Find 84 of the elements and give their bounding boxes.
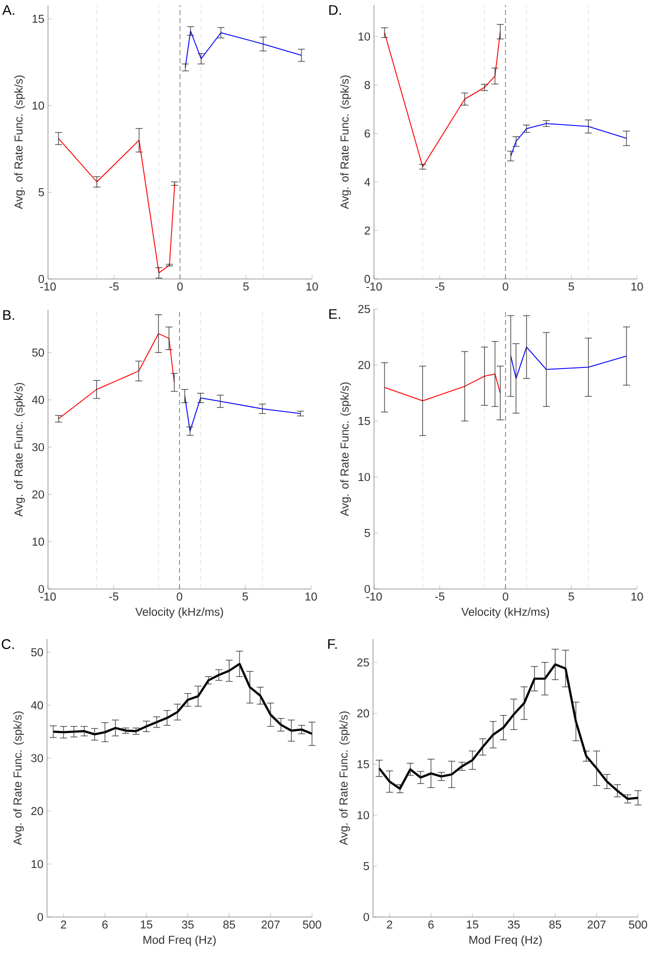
x-tick-label: 5: [243, 282, 249, 290]
chart-title: A.: [2, 5, 14, 15]
x-tick-label: 85: [223, 920, 236, 929]
y-tick-label: 0: [364, 274, 370, 284]
x-tick-label: -10: [366, 592, 382, 601]
y-tick-label: 15: [358, 417, 370, 425]
y-axis-title: Avg. of Rate Func. (spk/s): [13, 712, 24, 846]
y-tick-label: 0: [364, 912, 370, 922]
y-tick-label: 15: [32, 14, 44, 23]
y-axis-title: Avg. of Rate Func. (spk/s): [340, 382, 351, 516]
x-tick-label: 10: [306, 282, 318, 291]
x-tick-label: 5: [568, 282, 574, 290]
y-tick-label: 10: [358, 472, 370, 482]
y-tick-label: 5: [364, 862, 370, 870]
x-tick-label: 15: [140, 920, 152, 929]
x-tick-label: 2: [60, 920, 66, 929]
y-tick-label: 5: [38, 188, 44, 196]
y-tick-label: 0: [38, 584, 44, 594]
x-tick-label: 10: [306, 592, 317, 601]
x-tick-label: -5: [435, 282, 444, 290]
y-tick-label: 5: [364, 529, 370, 537]
y-tick-label: 0: [364, 584, 370, 594]
y-tick-label: 50: [31, 648, 44, 656]
y-tick-label: 8: [364, 80, 370, 90]
x-tick-label: 207: [262, 920, 280, 929]
y-tick-label: 20: [31, 807, 44, 816]
x-tick-label: 0: [177, 282, 183, 291]
chart-title: B.: [3, 310, 14, 320]
x-tick-label: 10: [632, 592, 643, 601]
y-axis-title: Avg. of Rate Func. (spk/s): [339, 712, 350, 846]
x-tick-label: 35: [182, 920, 194, 929]
y-tick-label: 10: [32, 860, 44, 868]
x-tick-label: 6: [428, 920, 434, 929]
y-tick-label: 0: [38, 912, 44, 922]
x-axis-title: Mod Freq (Hz): [470, 935, 542, 946]
x-tick-label: 0: [502, 592, 508, 601]
x-tick-label: 6: [102, 920, 108, 929]
y-tick-label: 25: [357, 658, 369, 666]
y-axis-title: Avg. of Rate Func. (spk/s): [14, 383, 25, 517]
x-tick-label: 35: [508, 920, 520, 929]
y-tick-label: 15: [358, 760, 369, 768]
x-tick-label: 5: [568, 592, 574, 601]
y-tick-label: 10: [32, 538, 44, 546]
x-tick-label: 500: [302, 920, 322, 929]
x-tick-label: 500: [628, 920, 648, 929]
x-axis-title: Mod Freq (Hz): [144, 935, 216, 946]
x-tick-label: 15: [466, 920, 478, 929]
y-tick-label: 20: [32, 490, 44, 498]
chart-title: C.: [2, 639, 14, 650]
x-tick-label: -5: [109, 282, 119, 290]
y-tick-label: 30: [32, 443, 44, 452]
x-tick-label: 0: [176, 592, 182, 601]
y-tick-label: 50: [32, 348, 44, 357]
y-axis-title: Avg. of Rate Func. (spk/s): [340, 76, 351, 210]
y-tick-label: 10: [358, 811, 370, 820]
x-axis-title: Velocity (kHz/ms): [461, 607, 550, 618]
x-axis-title: Velocity (kHz/ms): [135, 607, 224, 618]
y-tick-label: 25: [358, 304, 370, 314]
y-axis-title: Avg. of Rate Func. (spk/s): [14, 76, 25, 210]
x-tick-label: 207: [588, 920, 606, 929]
y-tick-label: 40: [31, 701, 44, 710]
y-tick-label: 6: [364, 129, 370, 138]
x-tick-label: -10: [40, 282, 56, 291]
y-tick-label: 20: [357, 709, 370, 718]
x-tick-label: -10: [40, 592, 56, 601]
y-tick-label: 20: [358, 360, 370, 370]
y-tick-label: 2: [364, 226, 370, 234]
y-tick-label: 10: [32, 102, 44, 110]
chart-title: D.: [329, 5, 341, 15]
x-tick-label: 5: [242, 592, 248, 601]
y-tick-label: 4: [364, 178, 370, 186]
x-tick-label: 2: [386, 920, 392, 929]
y-tick-label: 10: [358, 32, 370, 41]
chart-title: E.: [329, 309, 340, 319]
y-tick-label: 40: [32, 396, 44, 404]
y-tick-label: 0: [38, 274, 44, 284]
x-tick-label: -10: [366, 282, 382, 291]
x-tick-label: 0: [502, 282, 508, 291]
x-tick-label: 85: [549, 920, 562, 929]
x-tick-label: -5: [109, 592, 118, 601]
x-tick-label: 10: [632, 282, 643, 291]
y-tick-label: 30: [31, 754, 44, 762]
x-tick-label: -5: [435, 592, 444, 601]
chart-title: F.: [328, 639, 337, 649]
